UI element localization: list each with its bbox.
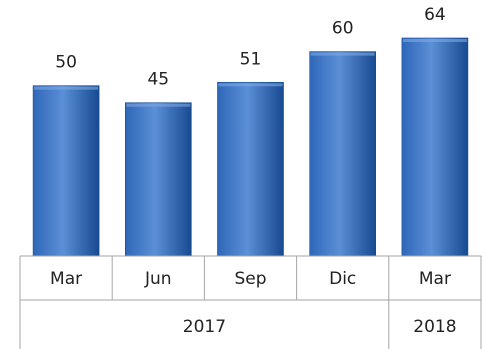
group-label-0: 2017	[183, 317, 226, 337]
bar-highlight-0	[34, 86, 99, 90]
category-axis: Mar Jun Sep Dic Mar 2017 2018	[19, 255, 482, 349]
data-labels-layer: 50 45 51 60 64	[55, 5, 445, 90]
bar-highlight-2	[218, 83, 283, 87]
data-label-1: 45	[147, 70, 169, 90]
bar-highlight-1	[126, 103, 191, 107]
bars-layer	[32, 37, 469, 257]
group-label-1: 2018	[413, 317, 456, 337]
data-label-0: 50	[55, 53, 77, 73]
data-label-4: 64	[424, 5, 446, 25]
bar-4	[401, 37, 469, 257]
bar-3	[309, 51, 377, 257]
bar-0	[32, 85, 100, 257]
category-label-1: Jun	[144, 269, 172, 289]
data-label-2: 51	[240, 49, 262, 69]
bar-1	[125, 102, 192, 257]
category-label-3: Dic	[329, 269, 356, 289]
category-label-4: Mar	[419, 269, 451, 289]
bar-2	[217, 81, 284, 257]
category-label-2: Sep	[234, 269, 266, 289]
data-label-3: 60	[332, 19, 354, 39]
category-label-0: Mar	[50, 269, 82, 289]
bar-highlight-3	[310, 52, 375, 56]
bar-highlight-4	[402, 39, 467, 42]
